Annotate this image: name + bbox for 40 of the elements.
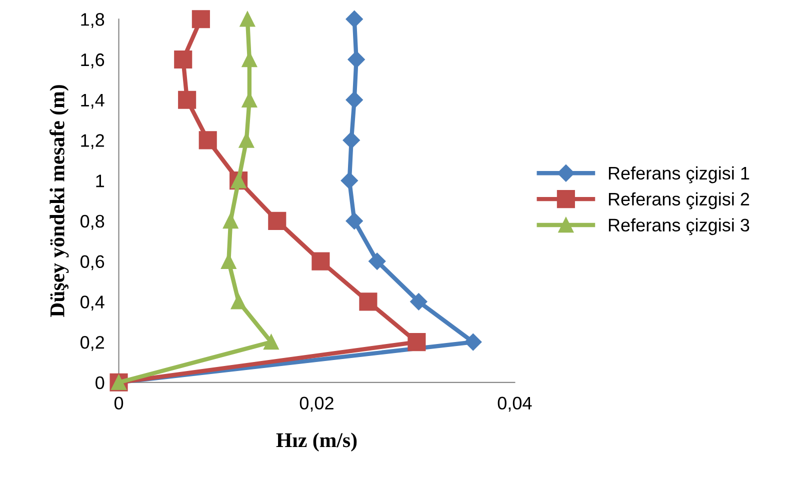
y-tick-label: 1,8 [81, 13, 104, 28]
x-tick-label: 0,04 [498, 396, 532, 412]
y-tick-label: 0 [96, 376, 104, 390]
point [340, 172, 358, 190]
point [346, 10, 363, 28]
y-tick-label: 0,2 [80, 336, 104, 351]
point [222, 213, 238, 229]
legend-label: Referans çizgisi 2 [608, 192, 750, 210]
y-tick-label: 0,8 [80, 214, 104, 230]
point [464, 333, 482, 351]
legend-label: Referans çizgisi 1 [608, 166, 750, 184]
point [348, 50, 365, 68]
y-axis-title: Düşey yöndeki mesafe (m) [50, 85, 69, 317]
point [264, 334, 279, 350]
y-tick-label: 1,4 [81, 94, 104, 109]
point [240, 11, 256, 27]
y-tick-label: 0,4 [80, 296, 104, 311]
x-tick-label: 0,02 [300, 396, 334, 412]
point [359, 292, 378, 311]
legend-label: Referans çizgisi 3 [608, 218, 750, 236]
y-tick-label: 1 [96, 174, 104, 188]
point [346, 91, 363, 108]
x-tick-label: 0 [114, 396, 124, 410]
y-tick-label: 1,2 [81, 134, 104, 150]
x-axis-title: Hız (m/s) [276, 432, 357, 452]
point [174, 50, 192, 69]
point [346, 212, 363, 230]
point [192, 10, 210, 28]
point [230, 294, 246, 310]
point [268, 212, 286, 230]
point [198, 131, 217, 150]
point [368, 252, 386, 270]
y-tick-label: 0,6 [80, 255, 104, 270]
point [342, 132, 360, 149]
point [410, 293, 428, 310]
point [312, 252, 330, 270]
point [178, 90, 196, 109]
point [238, 132, 254, 148]
y-tick-label: 1,6 [81, 53, 104, 68]
point [408, 333, 426, 352]
